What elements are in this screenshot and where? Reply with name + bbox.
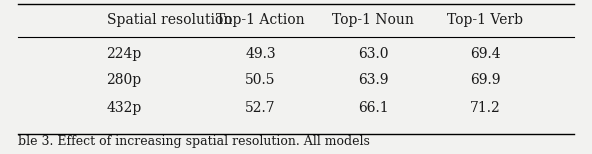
Text: 224p: 224p [107,47,142,61]
Text: 49.3: 49.3 [245,47,276,61]
Text: Top-1 Action: Top-1 Action [216,13,305,27]
Text: 63.0: 63.0 [358,47,388,61]
Text: Top-1 Noun: Top-1 Noun [332,13,414,27]
Text: Top-1 Verb: Top-1 Verb [448,13,523,27]
Text: 66.1: 66.1 [358,101,388,115]
Text: 69.4: 69.4 [470,47,501,61]
Text: 63.9: 63.9 [358,73,388,87]
Text: 280p: 280p [107,73,141,87]
Text: 71.2: 71.2 [470,101,501,115]
Text: ble 3. Effect of increasing spatial resolution. All models: ble 3. Effect of increasing spatial reso… [18,135,369,148]
Text: 50.5: 50.5 [245,73,276,87]
Text: Spatial resolution: Spatial resolution [107,13,232,27]
Text: 52.7: 52.7 [245,101,276,115]
Text: 432p: 432p [107,101,142,115]
Text: 69.9: 69.9 [470,73,501,87]
